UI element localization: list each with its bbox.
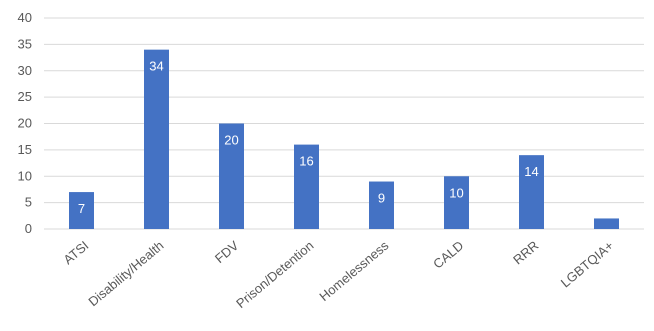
y-tick-label: 5 [25,195,32,210]
bar [519,155,544,229]
y-tick-label: 0 [25,221,32,236]
data-label: 7 [78,201,85,216]
y-tick-label: 35 [18,36,32,51]
data-label: 14 [524,164,538,179]
x-category-label: Prison/Detention [233,238,316,311]
y-tick-label: 25 [18,89,32,104]
y-tick-label: 40 [18,10,32,25]
x-category-label: RRR [510,238,541,268]
x-category-label: FDV [212,238,242,266]
bar [69,192,94,229]
y-tick-label: 15 [18,142,32,157]
x-category-label: LGBTQIA+ [558,238,617,291]
data-label: 34 [149,59,163,74]
bar [369,181,394,229]
x-category-label: CALD [430,238,466,272]
data-label: 20 [224,133,238,148]
bar [219,123,244,229]
y-tick-label: 20 [18,116,32,131]
bar [294,144,319,229]
data-label: 16 [299,154,313,169]
bar [594,218,619,229]
x-category-label: Disability/Health [85,238,166,309]
y-tick-label: 30 [18,63,32,78]
bar [444,176,469,229]
y-tick-label: 10 [18,168,32,183]
bar [144,49,169,230]
data-label: 10 [449,185,463,200]
data-label: 9 [378,191,385,206]
x-category-label: ATSI [60,238,91,267]
x-category-label: Homelessness [316,237,391,304]
